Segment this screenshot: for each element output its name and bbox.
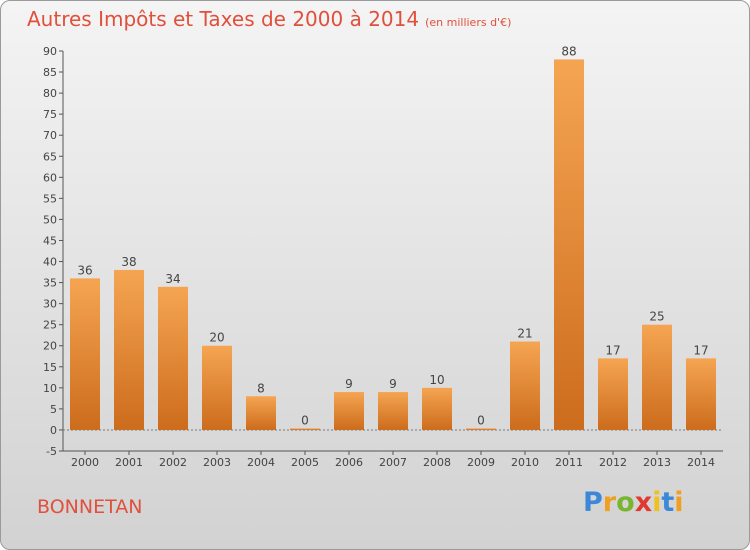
- y-tick-label: 40: [43, 256, 57, 269]
- data-label-2006: 9: [345, 377, 353, 391]
- x-tick-label-2012: 2012: [599, 456, 627, 469]
- bar-2006: [334, 392, 364, 430]
- y-tick-label: 5: [50, 403, 57, 416]
- data-label-2008: 10: [429, 373, 444, 387]
- bar-2014: [686, 358, 716, 430]
- bar-2007: [378, 392, 408, 430]
- x-tick-label-2001: 2001: [115, 456, 143, 469]
- x-tick-label-2004: 2004: [247, 456, 275, 469]
- y-tick-label: 15: [43, 361, 57, 374]
- data-label-2010: 21: [517, 327, 532, 341]
- x-tick-label-2000: 2000: [71, 456, 99, 469]
- y-tick-label: 90: [43, 45, 57, 58]
- x-tick-label-2013: 2013: [643, 456, 671, 469]
- y-tick-label: 65: [43, 150, 57, 163]
- data-label-2005: 0: [301, 413, 309, 427]
- bar-2003: [202, 345, 232, 430]
- bar-2008: [422, 387, 452, 430]
- bar-2002: [158, 286, 188, 430]
- data-label-2012: 17: [605, 343, 620, 357]
- logo-letter: i: [674, 487, 684, 518]
- y-tick-label: -5: [46, 445, 57, 458]
- chart-title-text: Autres Impôts et Taxes de 2000 à 2014: [27, 7, 420, 31]
- data-label-2011: 88: [561, 44, 576, 58]
- data-label-2013: 25: [649, 310, 664, 324]
- y-tick-label: 85: [43, 66, 57, 79]
- logo-letter: P: [583, 487, 603, 518]
- bar-2005: [290, 428, 320, 430]
- y-tick-label: 35: [43, 277, 57, 290]
- bar-2011: [554, 59, 584, 430]
- y-tick-label: 10: [43, 382, 57, 395]
- y-tick-label: 20: [43, 340, 57, 353]
- logo-letter: o: [616, 487, 635, 518]
- y-tick-label: 30: [43, 298, 57, 311]
- place-name: BONNETAN: [37, 496, 143, 518]
- data-label-2000: 36: [77, 263, 92, 277]
- x-tick-label-2009: 2009: [467, 456, 495, 469]
- y-tick-label: 55: [43, 192, 57, 205]
- data-label-2007: 9: [389, 377, 397, 391]
- y-tick-label: 25: [43, 319, 57, 332]
- data-label-2002: 34: [165, 272, 180, 286]
- x-tick-label-2006: 2006: [335, 456, 363, 469]
- bar-2012: [598, 358, 628, 430]
- y-tick-label: 75: [43, 108, 57, 121]
- y-tick-label: 50: [43, 213, 57, 226]
- x-tick-label-2003: 2003: [203, 456, 231, 469]
- data-label-2014: 17: [693, 343, 708, 357]
- y-tick-label: 0: [50, 424, 57, 437]
- logo-letter: r: [602, 487, 617, 518]
- data-label-2004: 8: [257, 381, 265, 395]
- y-tick-label: 45: [43, 234, 57, 247]
- chart-title: Autres Impôts et Taxes de 2000 à 2014 (en…: [27, 7, 511, 31]
- x-tick-label-2002: 2002: [159, 456, 187, 469]
- x-tick-label-2011: 2011: [555, 456, 583, 469]
- x-tick-label-2007: 2007: [379, 456, 407, 469]
- logo-letter: i: [652, 487, 662, 518]
- logo-letter: t: [661, 487, 675, 518]
- data-label-2009: 0: [477, 413, 485, 427]
- data-label-2003: 20: [209, 331, 224, 345]
- x-tick-label-2010: 2010: [511, 456, 539, 469]
- bar-2009: [466, 428, 496, 430]
- bar-2001: [114, 269, 144, 430]
- y-tick-label: 60: [43, 171, 57, 184]
- bar-2000: [70, 278, 100, 430]
- x-tick-label-2008: 2008: [423, 456, 451, 469]
- bar-2013: [642, 324, 672, 430]
- bar-2010: [510, 341, 540, 430]
- data-label-2001: 38: [121, 255, 136, 269]
- y-tick-label: 70: [43, 129, 57, 142]
- x-tick-label-2014: 2014: [687, 456, 715, 469]
- chart-subtitle: (en milliers d'€): [425, 16, 512, 29]
- y-tick-label: 80: [43, 87, 57, 100]
- logo-letter: x: [634, 487, 653, 518]
- proxiti-logo: Proxiti: [583, 487, 684, 518]
- x-tick-label-2005: 2005: [291, 456, 319, 469]
- bar-2004: [246, 396, 276, 430]
